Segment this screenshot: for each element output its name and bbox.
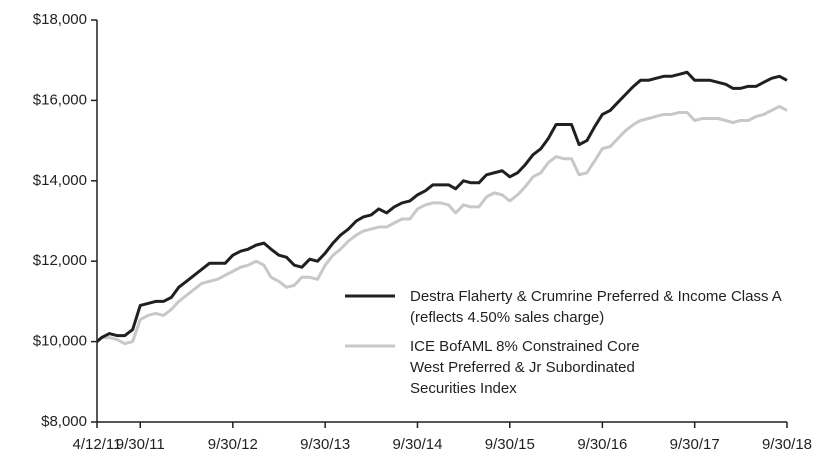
legend-label: ICE BofAML 8% Constrained Core West Pref…: [410, 338, 640, 397]
x-tick-label: 9/30/13: [300, 436, 350, 453]
x-tick-label: 9/30/11: [116, 436, 165, 453]
x-tick-label: 9/30/16: [577, 436, 627, 453]
x-tick-label: 9/30/12: [208, 436, 258, 453]
y-tick-label: $14,000: [33, 172, 87, 189]
x-tick-label: 9/30/14: [392, 436, 442, 453]
x-tick-label: 4/12/11: [73, 436, 122, 453]
x-tick-label: 9/30/17: [670, 436, 720, 453]
y-tick-label: $18,000: [33, 11, 87, 28]
x-tick-label: 9/30/15: [485, 436, 535, 453]
y-tick-label: $10,000: [33, 333, 87, 350]
legend-label: Destra Flaherty & Crumrine Preferred & I…: [410, 288, 781, 326]
series-line: [96, 104, 788, 346]
series-line: [96, 70, 788, 343]
y-tick-label: $16,000: [33, 91, 87, 108]
x-tick-label: 9/30/18: [762, 436, 812, 453]
y-tick-label: $8,000: [41, 413, 87, 430]
y-tick-label: $12,000: [33, 252, 87, 269]
